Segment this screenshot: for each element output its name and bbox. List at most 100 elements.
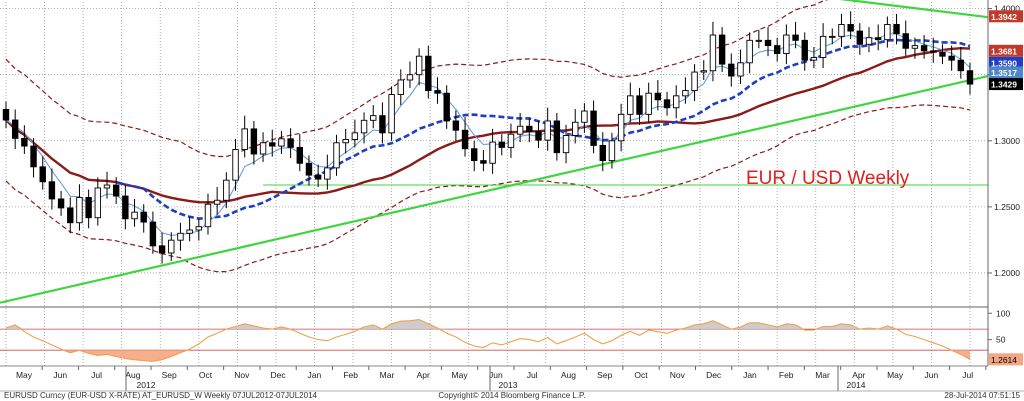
candle-body — [259, 142, 267, 155]
oscillator-series — [5, 319, 971, 362]
candlestick — [801, 32, 808, 71]
candle-body — [76, 197, 83, 224]
candlestick — [930, 37, 937, 63]
last-value-tag: 1.3590 — [989, 56, 1023, 69]
month-tick-label: Jun — [53, 370, 67, 380]
candlestick — [223, 172, 230, 209]
candlestick — [810, 46, 818, 69]
candlestick — [718, 27, 726, 73]
candlestick — [636, 87, 643, 125]
candlestick — [480, 150, 487, 172]
tag-label: 1.3681 — [991, 46, 1017, 56]
candlestick — [370, 105, 377, 129]
price-tick-label: 1.2500 — [994, 202, 1020, 212]
candle-body — [673, 95, 680, 109]
candle-body — [801, 39, 808, 61]
candle-body — [526, 125, 533, 132]
month-tick-label: Apr — [852, 370, 865, 380]
candle-body — [746, 39, 753, 64]
tag-box — [989, 66, 1023, 79]
candle-body — [434, 90, 441, 94]
candlestick — [351, 119, 359, 148]
candlestick — [434, 77, 441, 104]
candlestick — [103, 171, 111, 199]
candle-body — [2, 109, 10, 121]
candle-body — [856, 30, 864, 45]
candle-body — [948, 55, 955, 61]
candle-body — [452, 120, 460, 131]
candlestick — [397, 69, 404, 106]
candle-body — [324, 167, 331, 180]
candlestick — [599, 132, 606, 172]
candlestick — [728, 53, 735, 87]
candle-body — [314, 174, 322, 180]
tag-box — [989, 353, 1023, 366]
candle-body — [85, 197, 92, 219]
candlestick — [783, 24, 790, 65]
trend-lines — [0, 0, 989, 304]
tag-label: 1.3517 — [991, 68, 1017, 78]
candle-body — [232, 149, 239, 181]
candlestick — [884, 16, 891, 48]
candle-body — [874, 37, 882, 41]
tag-label: 1.2614 — [991, 355, 1017, 365]
tag-box — [989, 44, 1023, 57]
candlestick — [296, 134, 303, 172]
candle-body — [599, 144, 606, 162]
year-tick-label: 2014 — [847, 380, 866, 390]
candlestick — [259, 132, 267, 162]
month-tick-label: Dec — [706, 370, 722, 380]
candlestick — [177, 222, 184, 251]
moving-averages — [5, 33, 971, 236]
candlestick — [342, 128, 349, 154]
candlestick — [415, 48, 423, 86]
candlestick — [709, 21, 717, 82]
candlestick — [746, 32, 753, 74]
candlestick — [535, 120, 542, 149]
candle-body — [783, 34, 790, 54]
candlestick — [617, 103, 625, 152]
month-tick-label: Jan — [743, 370, 757, 380]
candlestick — [204, 193, 212, 235]
candle-body — [223, 179, 230, 201]
tag-label: 1.3429 — [991, 80, 1017, 90]
candlestick — [131, 198, 138, 227]
candle-body — [333, 142, 340, 169]
candle-body — [370, 115, 377, 121]
candle-body — [379, 115, 386, 134]
candlestick — [85, 189, 92, 229]
envelope-bands — [5, 0, 971, 273]
candle-body — [241, 128, 248, 150]
rising-trendline — [0, 74, 989, 304]
candlestick — [673, 85, 680, 119]
candlestick — [847, 11, 854, 40]
candlestick — [379, 102, 386, 144]
candlestick — [57, 191, 65, 216]
price-tick-label: 1.3000 — [994, 136, 1020, 146]
candlestick — [838, 13, 845, 47]
candle-body — [415, 55, 423, 76]
candle-body — [792, 34, 799, 41]
candle-body — [838, 24, 845, 37]
candlestick — [232, 138, 239, 191]
candle-body — [67, 207, 74, 224]
long-moving-average-line — [5, 46, 971, 204]
candle-body — [425, 55, 432, 92]
candle-body — [709, 34, 717, 72]
month-tick-label: Oct — [634, 370, 648, 380]
candle-body — [572, 121, 579, 136]
candlestick — [241, 115, 248, 158]
month-tick-label: Nov — [670, 370, 686, 380]
candle-body — [131, 211, 138, 220]
footer-center-text: Copyright© 2014 Bloomberg Finance L.P. — [438, 391, 585, 400]
candle-body — [122, 195, 129, 220]
candlestick — [406, 61, 414, 88]
month-tick-label: Jul — [962, 370, 973, 380]
candle-body — [829, 35, 836, 38]
month-tick-label: Nov — [234, 370, 250, 380]
candle-body — [663, 99, 671, 109]
tag-box — [989, 78, 1023, 91]
candle-body — [535, 131, 542, 141]
